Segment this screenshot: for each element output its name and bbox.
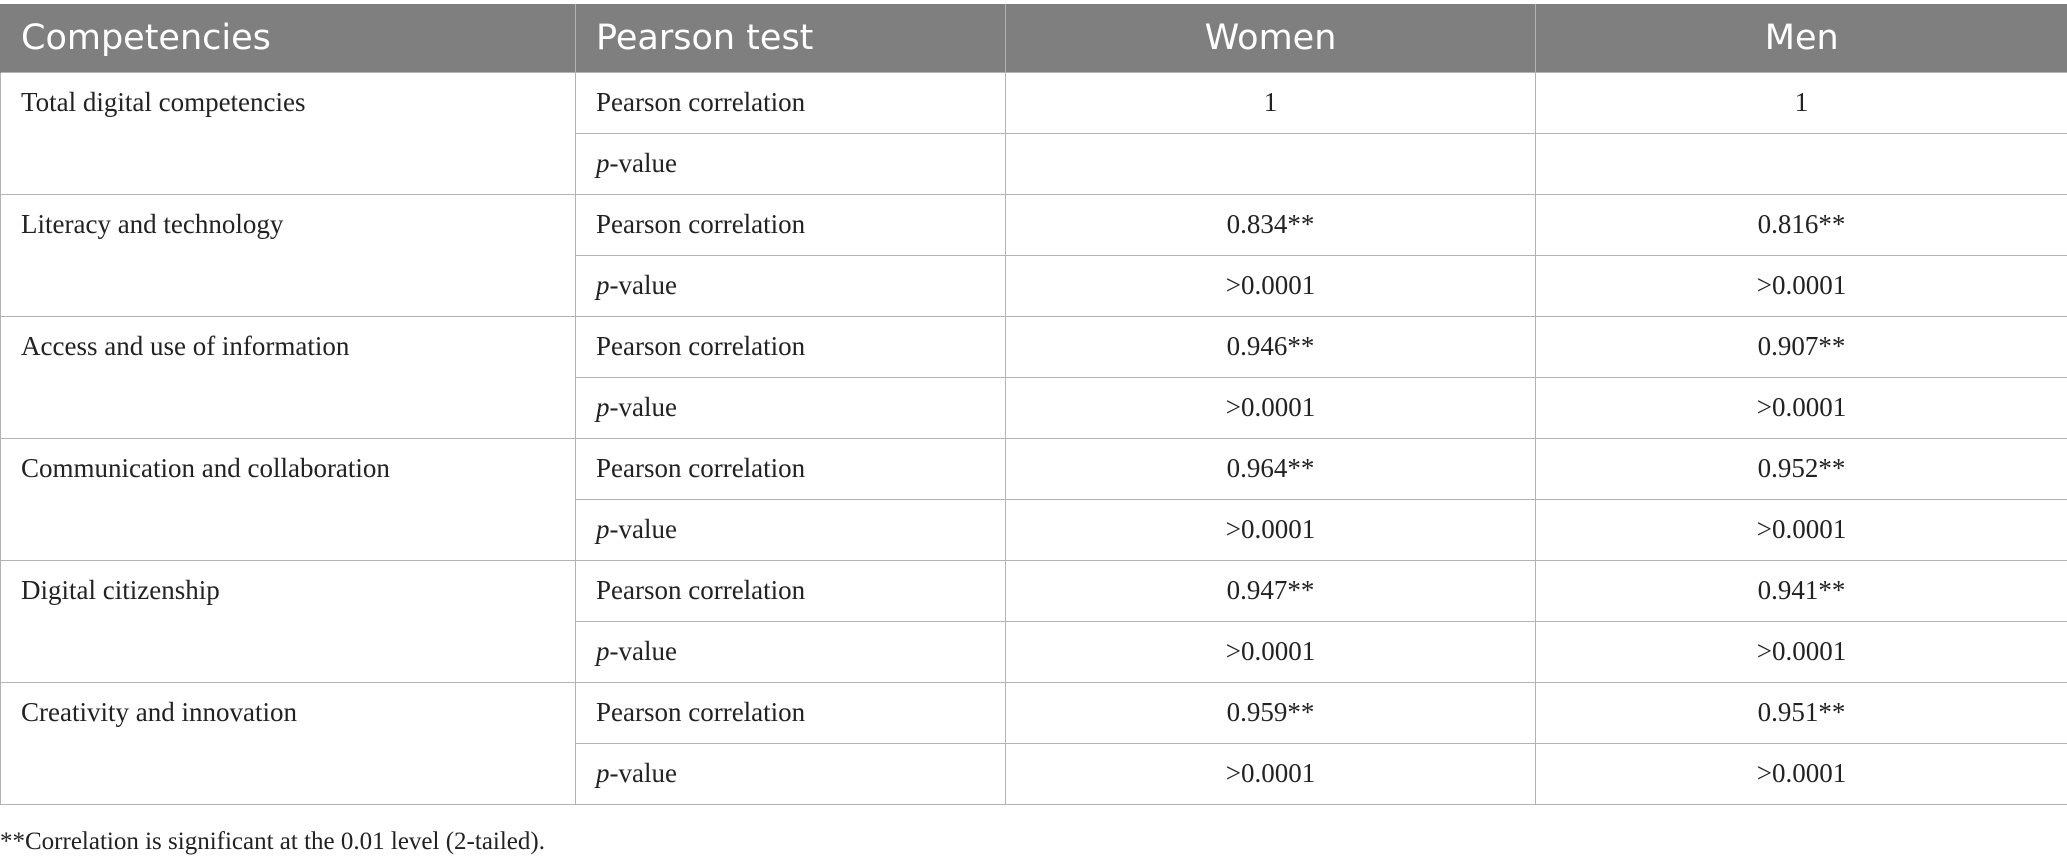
women-correlation-cell: 0.946** (1005, 315, 1536, 378)
p-suffix: -value (609, 758, 677, 788)
table-row: p-value >0.0001 >0.0001 (1, 376, 2067, 439)
table-body: Total digital competencies Pearson corre… (0, 71, 2067, 805)
men-p-value-cell: >0.0001 (1535, 254, 2067, 317)
test-label-cell: p-value (575, 254, 1006, 317)
women-correlation-cell: 0.834** (1005, 193, 1536, 256)
test-label-cell: Pearson correlation (575, 193, 1006, 256)
p-suffix: -value (609, 270, 677, 300)
table-row: Digital citizenship Pearson correlation … (0, 559, 2067, 683)
header-women: Women (1005, 4, 1536, 72)
header-row: Competencies Pearson test Women Men (0, 4, 2067, 72)
table-row: Access and use of information Pearson co… (0, 315, 2067, 439)
competency-cell: Creativity and innovation (0, 681, 576, 805)
p-letter: p (596, 148, 610, 178)
p-letter: p (596, 514, 610, 544)
test-label-cell: p-value (575, 132, 1006, 195)
table-row: Literacy and technology Pearson correlat… (0, 193, 2067, 317)
p-suffix: -value (609, 636, 677, 666)
p-letter: p (596, 392, 610, 422)
header-competencies: Competencies (0, 4, 576, 72)
p-letter: p (596, 270, 610, 300)
women-p-value-cell: >0.0001 (1005, 742, 1536, 805)
competency-cell: Digital citizenship (0, 559, 576, 683)
competency-cell: Total digital competencies (0, 71, 576, 195)
men-correlation-cell: 0.941** (1535, 559, 2067, 622)
men-correlation-cell: 0.951** (1535, 681, 2067, 744)
women-p-value-cell (1005, 132, 1536, 195)
test-label-cell: p-value (575, 498, 1006, 561)
men-p-value-cell (1535, 132, 2067, 195)
women-p-value-cell: >0.0001 (1005, 376, 1536, 439)
test-label-cell: p-value (575, 742, 1006, 805)
men-p-value-cell: >0.0001 (1535, 376, 2067, 439)
competency-cell: Literacy and technology (0, 193, 576, 317)
test-label-cell: Pearson correlation (575, 681, 1006, 744)
men-correlation-cell: 0.816** (1535, 193, 2067, 256)
table-row: p-value >0.0001 >0.0001 (1, 254, 2067, 317)
men-p-value-cell: >0.0001 (1535, 620, 2067, 683)
women-correlation-cell: 0.959** (1005, 681, 1536, 744)
men-p-value-cell: >0.0001 (1535, 498, 2067, 561)
men-correlation-cell: 0.907** (1535, 315, 2067, 378)
table-row: p-value >0.0001 >0.0001 (1, 620, 2067, 683)
table-header: Competencies Pearson test Women Men (0, 4, 2067, 72)
header-men: Men (1535, 4, 2067, 72)
table-row: p-value >0.0001 >0.0001 (1, 498, 2067, 561)
women-correlation-cell: 1 (1005, 71, 1536, 134)
test-label-cell: p-value (575, 376, 1006, 439)
men-correlation-cell: 0.952** (1535, 437, 2067, 500)
p-suffix: -value (609, 148, 677, 178)
test-label-cell: Pearson correlation (575, 559, 1006, 622)
table-row: Creativity and innovation Pearson correl… (0, 681, 2067, 805)
table-footnote: **Correlation is significant at the 0.01… (0, 828, 545, 855)
competency-cell: Communication and collaboration (0, 437, 576, 561)
p-letter: p (596, 636, 610, 666)
test-label-cell: p-value (575, 620, 1006, 683)
women-correlation-cell: 0.947** (1005, 559, 1536, 622)
p-letter: p (596, 758, 610, 788)
table-row: p-value >0.0001 >0.0001 (1, 742, 2067, 805)
table-row: Total digital competencies Pearson corre… (0, 71, 2067, 195)
women-correlation-cell: 0.964** (1005, 437, 1536, 500)
header-pearson-test: Pearson test (575, 4, 1006, 72)
p-suffix: -value (609, 514, 677, 544)
women-p-value-cell: >0.0001 (1005, 254, 1536, 317)
competency-cell: Access and use of information (0, 315, 576, 439)
women-p-value-cell: >0.0001 (1005, 498, 1536, 561)
men-p-value-cell: >0.0001 (1535, 742, 2067, 805)
test-label-cell: Pearson correlation (575, 315, 1006, 378)
test-label-cell: Pearson correlation (575, 71, 1006, 134)
table-row: Communication and collaboration Pearson … (0, 437, 2067, 561)
men-correlation-cell: 1 (1535, 71, 2067, 134)
test-label-cell: Pearson correlation (575, 437, 1006, 500)
women-p-value-cell: >0.0001 (1005, 620, 1536, 683)
table-row: p-value (1, 132, 2067, 195)
correlation-table: Competencies Pearson test Women Men Tota… (0, 4, 2067, 805)
p-suffix: -value (609, 392, 677, 422)
